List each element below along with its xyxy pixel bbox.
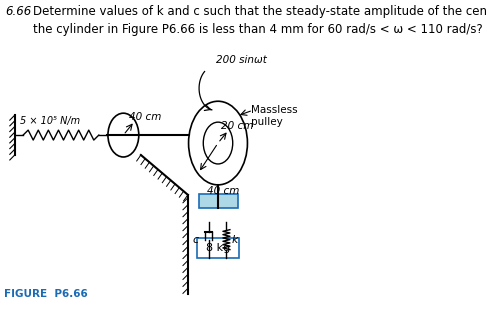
Text: c: c <box>193 235 199 245</box>
Text: 5 × 10⁵ N/m: 5 × 10⁵ N/m <box>20 116 80 126</box>
Text: 200 sinωt: 200 sinωt <box>216 55 267 66</box>
Text: Massless
pulley: Massless pulley <box>251 105 298 127</box>
Text: k: k <box>232 235 239 245</box>
Bar <box>199 194 238 208</box>
Text: FIGURE  P6.66: FIGURE P6.66 <box>4 289 88 299</box>
Text: 8 kg: 8 kg <box>206 243 230 252</box>
Text: 40 cm: 40 cm <box>129 112 161 122</box>
Bar <box>197 238 239 257</box>
Text: 20 cm: 20 cm <box>221 121 253 131</box>
Text: 6.66: 6.66 <box>6 5 32 18</box>
Text: 40 cm: 40 cm <box>207 186 240 196</box>
Text: Determine values of k and c such that the steady-state amplitude of the center o: Determine values of k and c such that th… <box>33 5 487 36</box>
